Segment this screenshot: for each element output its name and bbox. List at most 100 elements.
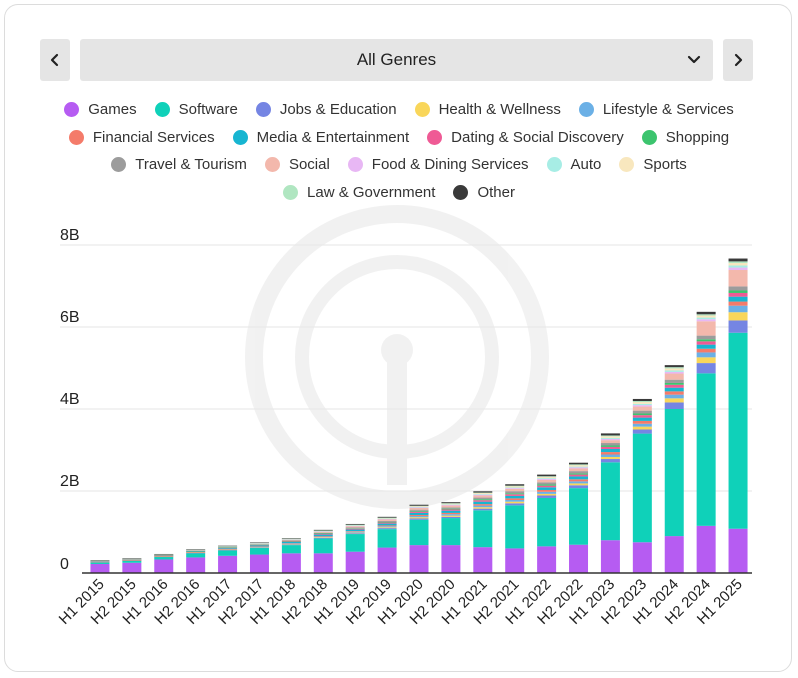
bar-segment[interactable] [600, 446, 620, 449]
bar-segment[interactable] [377, 519, 397, 520]
legend-item[interactable]: Media & Entertainment [232, 129, 409, 146]
bar-segment[interactable] [377, 522, 397, 524]
bar-segment[interactable] [537, 482, 557, 485]
bar-segment[interactable] [632, 420, 652, 424]
bar-segment[interactable] [90, 563, 110, 573]
bar-segment[interactable] [281, 540, 301, 542]
bar-segment[interactable] [728, 305, 748, 313]
bar-segment[interactable] [281, 544, 301, 545]
legend-item[interactable]: Lifestyle & Services [578, 101, 734, 118]
bar-segment[interactable] [409, 517, 429, 519]
bar-segment[interactable] [345, 532, 365, 534]
bar-segment[interactable] [600, 437, 620, 439]
bar-segment[interactable] [409, 506, 429, 507]
bar-segment[interactable] [569, 468, 589, 472]
bar-segment[interactable] [441, 518, 461, 546]
bar-segment[interactable] [409, 511, 429, 513]
legend-item[interactable]: Financial Services [68, 129, 215, 146]
legend-item[interactable]: Shopping [641, 129, 729, 146]
bar-segment[interactable] [281, 539, 301, 540]
bar-segment[interactable] [218, 555, 238, 573]
bar-segment[interactable] [664, 384, 684, 388]
bar-segment[interactable] [537, 489, 557, 492]
bar-segment[interactable] [345, 534, 365, 552]
bar-segment[interactable] [537, 476, 557, 477]
bar-segment[interactable] [505, 503, 525, 506]
bar-segment[interactable] [569, 476, 589, 480]
bar-segment[interactable] [632, 417, 652, 421]
bar-segment[interactable] [473, 500, 493, 502]
bar-segment[interactable] [186, 552, 206, 554]
bar-segment[interactable] [249, 554, 269, 573]
bar-segment[interactable] [696, 344, 716, 349]
bar-segment[interactable] [441, 504, 461, 506]
bar-segment[interactable] [90, 560, 110, 561]
bar-segment[interactable] [505, 487, 525, 489]
bar-segment[interactable] [281, 541, 301, 542]
bar-segment[interactable] [696, 525, 716, 573]
bar-segment[interactable] [569, 471, 589, 474]
bar-segment[interactable] [345, 531, 365, 533]
bar-segment[interactable] [537, 491, 557, 494]
bar-segment[interactable] [313, 534, 333, 537]
bar-segment[interactable] [377, 526, 397, 528]
bar-segment[interactable] [664, 379, 684, 383]
bar-segment[interactable] [345, 525, 365, 527]
bar-segment[interactable] [728, 301, 748, 306]
bar-segment[interactable] [281, 539, 301, 541]
bar-segment[interactable] [505, 495, 525, 499]
bar-segment[interactable] [345, 524, 365, 526]
bar-segment[interactable] [186, 557, 206, 573]
bar-segment[interactable] [664, 382, 684, 385]
bar-segment[interactable] [728, 270, 748, 287]
bar-segment[interactable] [122, 558, 142, 559]
bar-segment[interactable] [345, 526, 365, 528]
bar-segment[interactable] [569, 467, 589, 469]
next-button[interactable] [723, 39, 753, 81]
bar-segment[interactable] [569, 544, 589, 573]
bar-segment[interactable] [664, 371, 684, 374]
bar-segment[interactable] [409, 507, 429, 509]
bar-segment[interactable] [664, 367, 684, 369]
bar-segment[interactable] [537, 478, 557, 480]
bar-segment[interactable] [632, 402, 652, 404]
bar-segment[interactable] [409, 509, 429, 511]
legend-item[interactable]: Health & Wellness [414, 101, 561, 118]
bar-segment[interactable] [409, 512, 429, 515]
bar-segment[interactable] [313, 537, 333, 539]
bar-segment[interactable] [249, 543, 269, 545]
bar-segment[interactable] [377, 527, 397, 529]
bar-segment[interactable] [313, 533, 333, 535]
bar-segment[interactable] [441, 508, 461, 510]
bar-segment[interactable] [505, 501, 525, 504]
bar-segment[interactable] [249, 547, 269, 549]
bar-segment[interactable] [569, 483, 589, 486]
legend-item[interactable]: Auto [546, 156, 601, 173]
bar-segment[interactable] [313, 531, 333, 533]
bar-segment[interactable] [728, 263, 748, 266]
legend-item[interactable]: Other [453, 184, 515, 201]
bar-segment[interactable] [664, 391, 684, 395]
bar-segment[interactable] [569, 488, 589, 545]
bar-segment[interactable] [441, 545, 461, 573]
bar-segment[interactable] [632, 406, 652, 411]
bar-segment[interactable] [90, 562, 110, 564]
bar-segment[interactable] [186, 552, 206, 554]
bar-segment[interactable] [569, 465, 589, 467]
bar-segment[interactable] [600, 433, 620, 436]
bar-segment[interactable] [281, 538, 301, 540]
bar-segment[interactable] [441, 510, 461, 513]
bar-segment[interactable] [600, 443, 620, 446]
bar-segment[interactable] [377, 528, 397, 530]
bar-segment[interactable] [664, 365, 684, 368]
bar-segment[interactable] [569, 473, 589, 475]
bar-segment[interactable] [122, 562, 142, 573]
bar-segment[interactable] [441, 504, 461, 505]
bar-segment[interactable] [154, 554, 174, 556]
legend-item[interactable]: Dating & Social Discovery [427, 129, 624, 146]
bar-segment[interactable] [537, 546, 557, 573]
bar-segment[interactable] [505, 484, 525, 486]
bar-segment[interactable] [696, 319, 716, 322]
bar-segment[interactable] [664, 402, 684, 409]
bar-segment[interactable] [473, 507, 493, 509]
